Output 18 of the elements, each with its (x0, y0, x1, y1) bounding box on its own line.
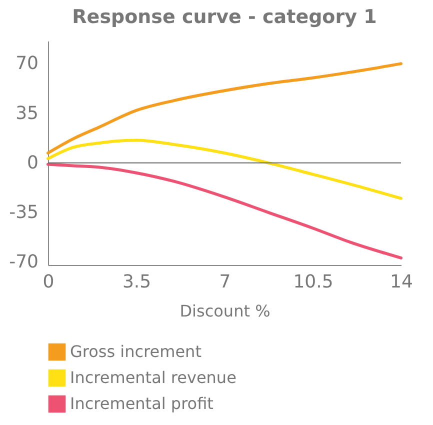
x-axis-title: Discount % (180, 302, 270, 320)
y-tick-label: 35 (16, 102, 38, 124)
x-tick-label: 7 (219, 272, 231, 292)
line-series (46, 62, 402, 154)
legend-label: Gross increment (70, 342, 202, 361)
chart-title: Response curve - category 1 (72, 6, 377, 28)
x-tick-label: 10.5 (293, 272, 334, 292)
y-tick-label: 70 (16, 53, 38, 74)
x-tick-label: 3.5 (122, 272, 152, 292)
line-series (46, 162, 402, 260)
legend-label: Incremental profit (70, 394, 214, 413)
line-series (46, 138, 402, 200)
y-tick-label: 0 (27, 152, 38, 174)
y-tick-label: -35 (9, 202, 38, 224)
x-tick-label: 14 (390, 272, 413, 292)
y-tick-label: -70 (9, 252, 38, 273)
legend-label: Incremental revenue (70, 368, 236, 387)
x-tick-label: 0 (42, 272, 54, 292)
